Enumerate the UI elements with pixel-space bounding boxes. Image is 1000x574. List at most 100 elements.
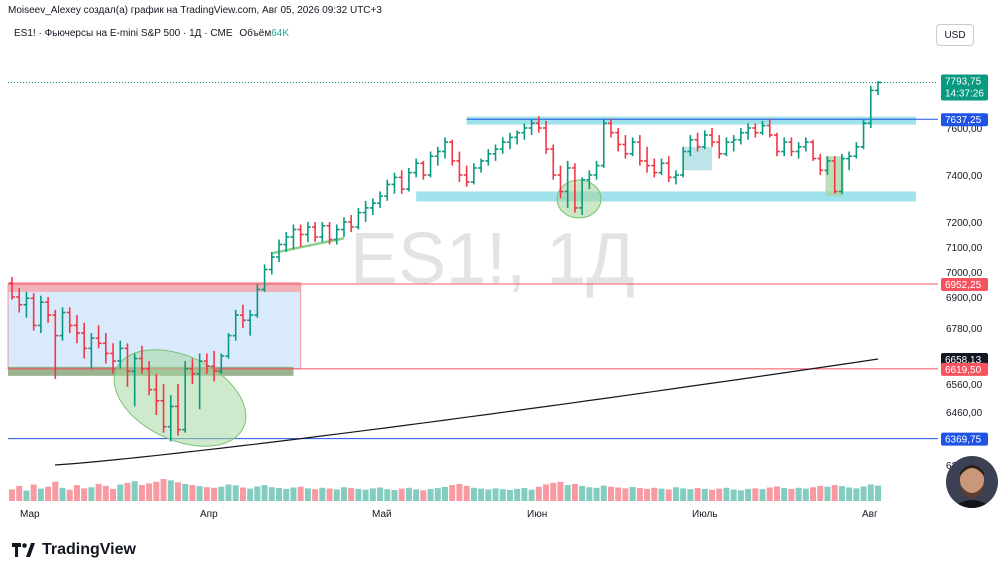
ohlc-bar[interactable]	[766, 118, 773, 138]
ohlc-bar[interactable]	[398, 170, 405, 194]
ohlc-bar[interactable]	[45, 297, 52, 323]
ohlc-bar[interactable]	[348, 214, 355, 232]
ohlc-bar[interactable]	[333, 224, 340, 245]
ohlc-bar[interactable]	[644, 146, 651, 173]
ohlc-bar[interactable]	[138, 345, 145, 374]
ohlc-bar[interactable]	[391, 172, 398, 194]
ohlc-bar[interactable]	[124, 343, 131, 387]
ohlc-bar[interactable]	[680, 146, 687, 178]
ohlc-bar[interactable]	[622, 135, 629, 159]
ohlc-bar[interactable]	[463, 165, 470, 187]
ohlc-bar[interactable]	[579, 177, 586, 215]
ohlc-bar[interactable]	[30, 293, 37, 331]
price-badge[interactable]: 6658,13	[941, 353, 988, 367]
support-zone[interactable]	[416, 191, 916, 202]
ohlc-bar[interactable]	[752, 123, 759, 138]
ohlc-bar[interactable]	[759, 120, 766, 136]
ohlc-bar[interactable]	[817, 153, 824, 175]
ohlc-bar[interactable]	[304, 222, 311, 242]
ohlc-bar[interactable]	[81, 322, 88, 359]
ohlc-bar[interactable]	[745, 123, 752, 140]
ohlc-bar[interactable]	[9, 277, 15, 300]
ohlc-bar[interactable]	[586, 170, 593, 190]
trendline[interactable]	[271, 237, 345, 255]
ohlc-bar[interactable]	[709, 128, 716, 147]
ohlc-bar[interactable]	[203, 353, 210, 374]
ohlc-bar[interactable]	[867, 85, 874, 128]
ohlc-bar[interactable]	[607, 118, 614, 138]
ohlc-bar[interactable]	[340, 217, 347, 237]
ohlc-bar[interactable]	[182, 361, 189, 433]
ohlc-bar[interactable]	[218, 353, 225, 374]
ohlc-bar[interactable]	[211, 350, 218, 382]
ohlc-bar[interactable]	[73, 315, 80, 344]
ohlc-bar[interactable]	[694, 132, 701, 152]
ohlc-bar[interactable]	[167, 395, 174, 442]
upper-red-band[interactable]	[8, 281, 301, 292]
ohlc-bar[interactable]	[405, 167, 412, 192]
ohlc-bar[interactable]	[427, 151, 434, 178]
ohlc-bar[interactable]	[16, 288, 23, 313]
ellipse-june[interactable]	[556, 179, 602, 219]
ohlc-bar[interactable]	[514, 130, 521, 145]
ohlc-bar[interactable]	[687, 135, 694, 157]
ohlc-bar[interactable]	[117, 340, 124, 369]
ohlc-bar[interactable]	[276, 239, 283, 263]
ohlc-bar[interactable]	[853, 142, 860, 159]
ohlc-bar[interactable]	[59, 307, 66, 341]
tradingview-logo[interactable]: TradingView	[12, 541, 136, 559]
ohlc-bar[interactable]	[781, 137, 788, 157]
ohlc-bar[interactable]	[247, 309, 254, 336]
ohlc-bar[interactable]	[153, 373, 160, 415]
ohlc-bar[interactable]	[297, 224, 304, 248]
ohlc-bar[interactable]	[636, 135, 643, 166]
ohlc-bar[interactable]	[369, 198, 376, 215]
ohlc-bar[interactable]	[521, 123, 528, 140]
ohlc-bar[interactable]	[478, 158, 485, 173]
ellipse-march[interactable]	[99, 330, 261, 465]
ohlc-bar[interactable]	[312, 222, 319, 242]
ohlc-bar[interactable]	[716, 135, 723, 159]
ohlc-bar[interactable]	[261, 264, 268, 293]
ohlc-bar[interactable]	[492, 144, 499, 161]
ohlc-bar[interactable]	[550, 144, 557, 180]
ohlc-bar[interactable]	[543, 120, 550, 154]
price-badge[interactable]: 6369,75	[941, 432, 988, 446]
ohlc-bar[interactable]	[564, 160, 571, 208]
ohlc-bar[interactable]	[723, 137, 730, 157]
ohlc-bar[interactable]	[88, 333, 95, 369]
ohlc-bar[interactable]	[593, 160, 600, 180]
price-badge[interactable]: 6619,50	[941, 362, 988, 376]
ohlc-bar[interactable]	[319, 222, 326, 242]
ohlc-bar[interactable]	[824, 156, 831, 175]
ohlc-bar[interactable]	[131, 353, 138, 407]
symbol-legend[interactable]: ES1! · Фьючерсы на E-mini S&P 500 · 1Д ·…	[14, 28, 289, 39]
ohlc-bar[interactable]	[485, 149, 492, 166]
ohlc-bar[interactable]	[290, 224, 297, 250]
ohlc-bar[interactable]	[66, 307, 73, 334]
ohlc-bar[interactable]	[600, 118, 607, 168]
ohlc-bar[interactable]	[788, 137, 795, 157]
resistance-zone[interactable]	[466, 116, 916, 125]
ohlc-bar[interactable]	[831, 156, 838, 194]
ohlc-bar[interactable]	[571, 163, 578, 213]
ohlc-bar[interactable]	[283, 232, 290, 252]
ohlc-bar[interactable]	[846, 151, 853, 171]
ohlc-bar[interactable]	[254, 284, 261, 318]
author-avatar[interactable]	[946, 456, 998, 508]
ohlc-bar[interactable]	[875, 81, 881, 96]
ohlc-bar[interactable]	[810, 139, 817, 161]
ohlc-bar[interactable]	[860, 118, 867, 150]
ohlc-bar[interactable]	[528, 118, 535, 136]
ohlc-bar[interactable]	[615, 128, 622, 152]
ohlc-bar[interactable]	[377, 191, 384, 208]
ohlc-bar[interactable]	[225, 333, 232, 359]
ohlc-bar[interactable]	[456, 151, 463, 183]
ohlc-bar[interactable]	[449, 139, 456, 166]
ohlc-bar[interactable]	[658, 158, 665, 175]
sma-line[interactable]	[54, 358, 879, 466]
ohlc-bar[interactable]	[384, 179, 391, 201]
ohlc-bar[interactable]	[110, 343, 117, 374]
